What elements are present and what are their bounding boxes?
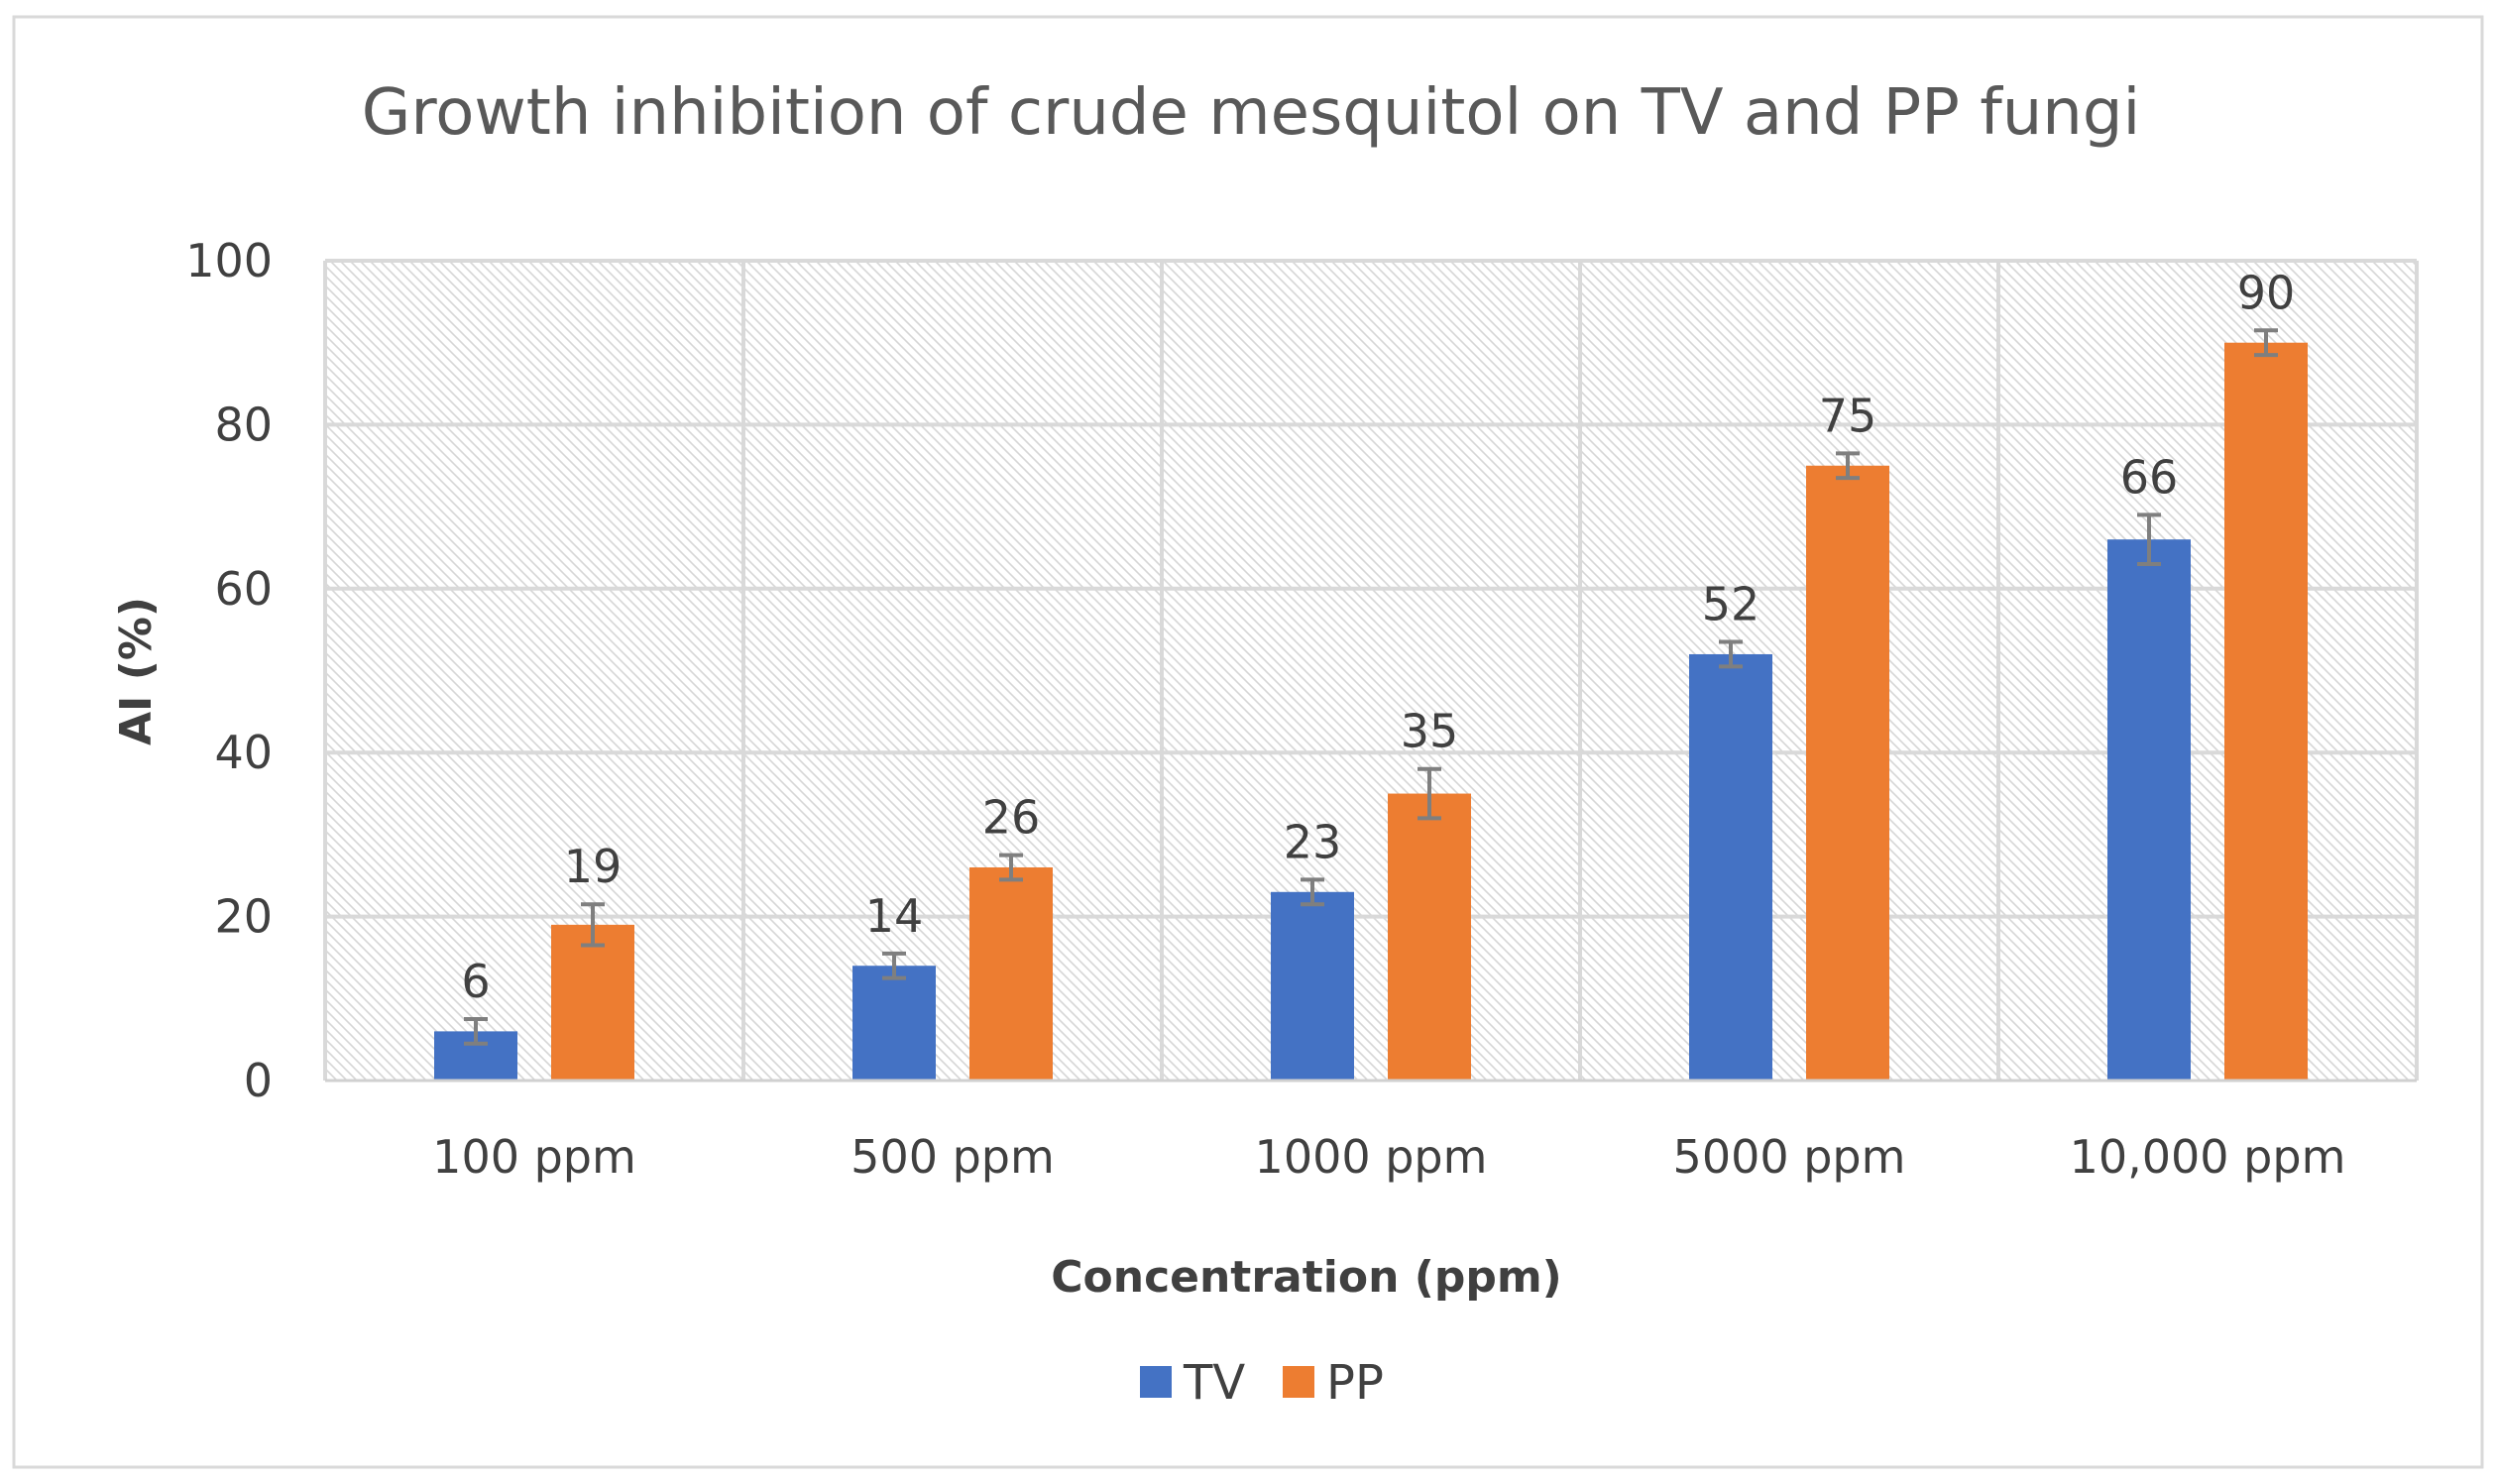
bars: [434, 342, 2308, 1081]
plot-area: [325, 261, 2417, 1081]
bar-pp: [1388, 793, 1471, 1081]
x-tick-label: 500 ppm: [851, 1130, 1055, 1184]
y-tick-label: 80: [214, 398, 273, 451]
legend-label-pp: PP: [1326, 1355, 1384, 1411]
bar-tv: [852, 966, 936, 1081]
x-axis-categories: 100 ppm 500 ppm 1000 ppm 5000 ppm 10,000 ppm: [432, 1130, 2345, 1184]
bar-pp: [2224, 342, 2308, 1081]
x-tick-label: 1000 ppm: [1255, 1130, 1488, 1184]
data-label-pp: 90: [2237, 266, 2296, 319]
gridlines: [323, 259, 2419, 1081]
data-label-pp: 19: [564, 840, 623, 893]
x-tick-label: 100 ppm: [432, 1130, 636, 1184]
y-tick-label: 0: [244, 1054, 273, 1107]
bar-pp: [1806, 465, 1889, 1081]
data-label-tv: 66: [2120, 450, 2179, 504]
data-label-pp: 75: [1819, 389, 1877, 442]
data-labels: 6 19 14 26 23 35 52 75 66 90: [461, 266, 2295, 1008]
bar-tv: [2107, 539, 2191, 1081]
data-label-tv: 14: [865, 889, 924, 943]
x-tick-label: 5000 ppm: [1673, 1130, 1906, 1184]
y-tick-label: 20: [214, 890, 273, 944]
legend: TV PP: [1140, 1355, 1384, 1411]
y-tick-label: 40: [214, 726, 273, 779]
legend-label-tv: TV: [1183, 1355, 1245, 1411]
bar-tv: [1271, 891, 1354, 1081]
data-label-pp: 26: [982, 791, 1041, 845]
legend-swatch-tv: [1140, 1366, 1172, 1398]
bar-pp: [551, 924, 634, 1081]
data-label-pp: 35: [1401, 705, 1459, 758]
error-bars: [464, 328, 2278, 1046]
y-axis-title: AI (%): [111, 597, 162, 745]
x-axis-title: Concentration (ppm): [1051, 1252, 1562, 1303]
data-label-tv: 6: [461, 955, 490, 1008]
chart-title: Growth inhibition of crude mesquitol on …: [362, 76, 2141, 150]
x-tick-label: 10,000 ppm: [2070, 1130, 2346, 1184]
y-tick-label: 100: [185, 234, 273, 287]
data-label-tv: 23: [1284, 815, 1342, 868]
y-tick-label: 60: [214, 562, 273, 616]
bar-pp: [969, 866, 1053, 1081]
legend-swatch-pp: [1283, 1366, 1314, 1398]
y-axis-ticks: 0 20 40 60 80 100: [185, 234, 273, 1107]
data-label-tv: 52: [1702, 578, 1760, 631]
bar-tv: [1689, 653, 1772, 1081]
